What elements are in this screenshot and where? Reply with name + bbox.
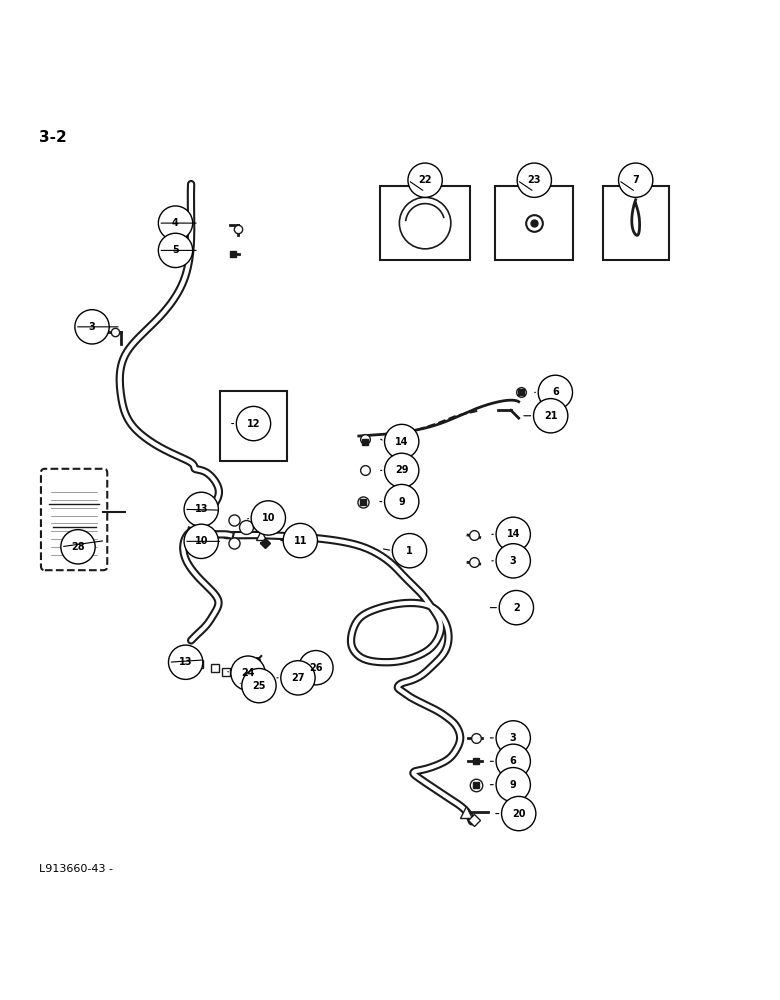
Text: 9: 9: [399, 497, 405, 507]
Circle shape: [496, 744, 530, 778]
Text: 2: 2: [513, 603, 519, 613]
Text: 3: 3: [89, 322, 95, 332]
Circle shape: [496, 721, 530, 755]
Text: 3: 3: [510, 556, 516, 566]
Text: 3-2: 3-2: [39, 130, 67, 145]
Circle shape: [499, 590, 534, 625]
Text: 23: 23: [527, 175, 541, 185]
Circle shape: [538, 375, 573, 410]
Text: 29: 29: [395, 465, 409, 475]
Text: 22: 22: [418, 175, 432, 185]
Text: 6: 6: [510, 756, 516, 766]
Circle shape: [184, 492, 218, 527]
Text: 28: 28: [71, 542, 85, 552]
Text: 9: 9: [510, 780, 516, 790]
Text: 4: 4: [172, 218, 179, 228]
Bar: [221, 391, 287, 461]
Circle shape: [242, 668, 276, 703]
Text: 24: 24: [241, 668, 255, 678]
Circle shape: [281, 661, 315, 695]
Text: 1: 1: [406, 546, 413, 556]
Circle shape: [184, 524, 218, 558]
Bar: [495, 186, 573, 260]
Text: 27: 27: [291, 673, 305, 683]
Bar: [381, 186, 470, 260]
Text: 12: 12: [246, 419, 261, 429]
Circle shape: [385, 453, 419, 488]
Text: 21: 21: [544, 411, 558, 421]
Circle shape: [158, 206, 193, 240]
Circle shape: [75, 310, 109, 344]
Circle shape: [502, 796, 536, 831]
Text: 13: 13: [179, 657, 193, 667]
Text: 14: 14: [395, 437, 409, 447]
Circle shape: [517, 163, 551, 197]
Circle shape: [496, 768, 530, 802]
Text: 11: 11: [293, 536, 307, 546]
Text: 5: 5: [172, 245, 179, 255]
Text: 14: 14: [506, 529, 520, 539]
Circle shape: [283, 523, 317, 558]
Text: 25: 25: [252, 681, 266, 691]
Circle shape: [61, 530, 95, 564]
Circle shape: [392, 534, 427, 568]
Circle shape: [496, 544, 530, 578]
Circle shape: [534, 399, 568, 433]
Circle shape: [168, 645, 203, 679]
Text: 20: 20: [512, 809, 526, 819]
Circle shape: [408, 163, 442, 197]
Text: 6: 6: [552, 387, 558, 397]
Circle shape: [496, 517, 530, 551]
Circle shape: [299, 651, 333, 685]
Circle shape: [385, 424, 419, 459]
Text: L913660-43 -: L913660-43 -: [39, 864, 113, 874]
Text: 10: 10: [261, 513, 275, 523]
Circle shape: [231, 656, 265, 690]
Text: 26: 26: [309, 663, 323, 673]
Text: 7: 7: [633, 175, 639, 185]
Text: 10: 10: [194, 536, 208, 546]
Text: 13: 13: [194, 504, 208, 514]
Text: 3: 3: [510, 733, 516, 743]
Circle shape: [236, 406, 271, 441]
Circle shape: [158, 233, 193, 268]
Circle shape: [619, 163, 653, 197]
Circle shape: [385, 484, 419, 519]
Circle shape: [251, 501, 285, 535]
Bar: [602, 186, 668, 260]
